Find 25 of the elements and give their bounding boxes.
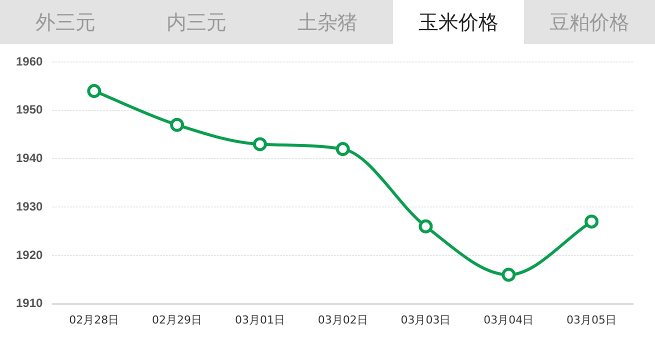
y-tick-label: 1930	[16, 199, 44, 214]
y-tick-label: 1920	[16, 248, 44, 262]
x-tick-label: 03月05日	[566, 313, 617, 326]
point	[336, 142, 350, 156]
text: 外三元	[34, 9, 96, 36]
point	[418, 219, 433, 234]
x-tick-label: 03月02日	[318, 313, 368, 326]
text: 土杂猪	[296, 9, 358, 36]
point	[252, 137, 267, 152]
y-tick-label: 1960	[16, 54, 44, 68]
y-tick-label: 1940	[16, 151, 44, 166]
x-tick-label: 03月04日	[484, 313, 534, 326]
y-tick-label: 1950	[16, 102, 44, 117]
text: 内三元	[166, 9, 228, 36]
text: 玉米价格	[393, 0, 524, 44]
x-tick-label: 02月29日	[152, 313, 202, 326]
y-tick-label: 1910	[16, 296, 44, 310]
point	[87, 84, 102, 98]
text: 豆粕价格	[548, 9, 630, 36]
x-tick-label: 02月28日	[69, 313, 120, 326]
point	[170, 118, 184, 132]
x-tick-label: 03月03日	[400, 313, 451, 326]
x-tick-label: 03月01日	[234, 313, 285, 326]
point	[584, 214, 599, 229]
point	[502, 268, 516, 282]
